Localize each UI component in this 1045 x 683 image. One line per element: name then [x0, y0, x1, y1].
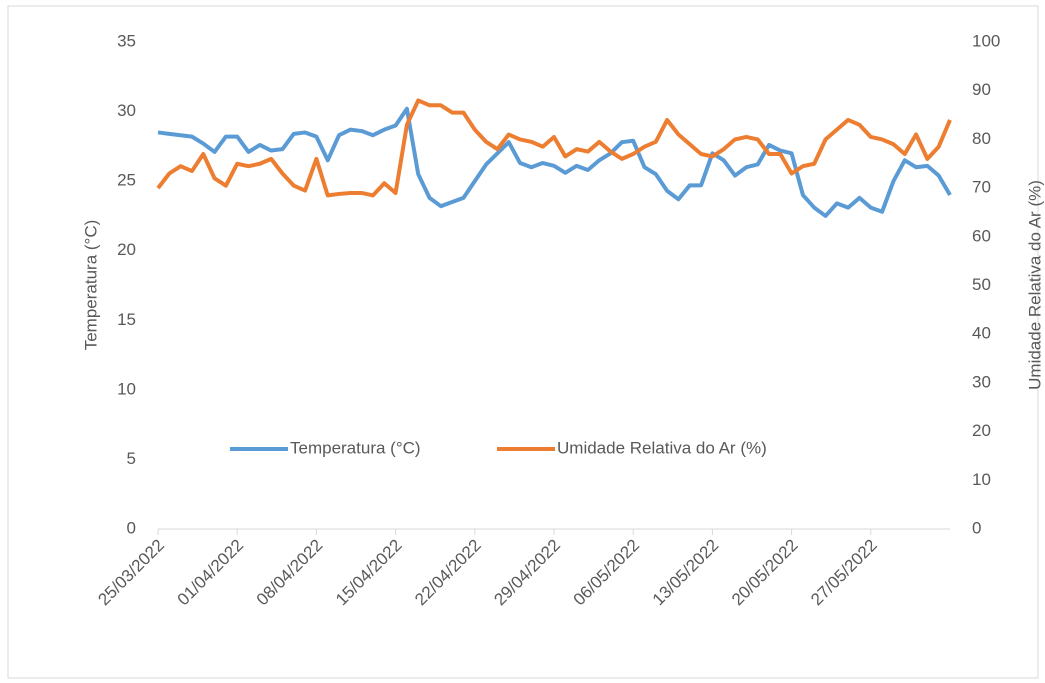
y-tick-label: 5 [127, 449, 136, 468]
y-tick-label: 20 [117, 240, 136, 259]
y-tick-label: 15 [117, 310, 136, 329]
y-tick-label: 30 [117, 101, 136, 120]
line-series [157, 106, 952, 218]
y2-tick-label: 10 [972, 470, 991, 489]
y2-tick-label: 100 [972, 31, 1000, 50]
y-axis-title: Temperatura (°C) [81, 220, 100, 351]
y2-tick-label: 80 [972, 129, 991, 148]
legend-label: Temperatura (°C) [290, 438, 421, 457]
chart-border [7, 5, 1039, 679]
y-tick-label: 25 [117, 171, 136, 190]
y-tick-label: 10 [117, 379, 136, 398]
y2-tick-label: 60 [972, 226, 991, 245]
y2-tick-label: 50 [972, 275, 991, 294]
y2-axis-title: Umidade Relativa do Ar (%) [1025, 180, 1044, 390]
y2-tick-label: 30 [972, 372, 991, 391]
y-tick-label: 35 [117, 31, 136, 50]
y2-tick-label: 20 [972, 421, 991, 440]
y2-tick-label: 40 [972, 324, 991, 343]
line-series [156, 98, 952, 198]
y2-tick-label: 0 [972, 518, 981, 537]
y2-tick-label: 90 [972, 80, 991, 99]
y-tick-label: 0 [127, 518, 136, 537]
legend-label: Umidade Relativa do Ar (%) [557, 438, 767, 457]
y2-tick-label: 70 [972, 178, 991, 197]
